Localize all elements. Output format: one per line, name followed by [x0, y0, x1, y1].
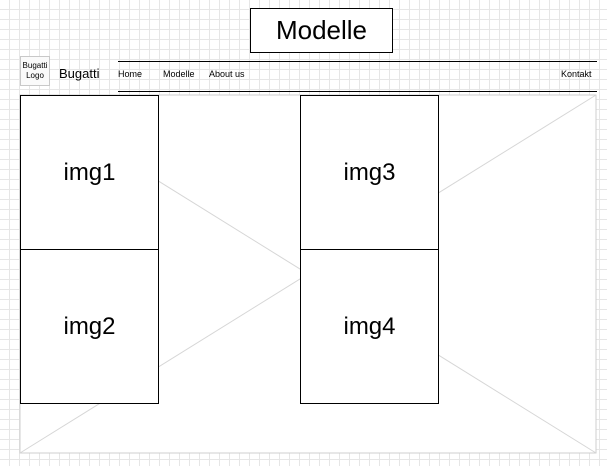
logo[interactable]: Bugatti Logo: [20, 56, 50, 86]
brand-name[interactable]: Bugatti: [59, 66, 100, 81]
nav-top-rule: [118, 61, 597, 62]
nav-item-about-us[interactable]: About us: [209, 69, 245, 79]
image-placeholder-2[interactable]: img2: [20, 249, 159, 404]
image-placeholder-1[interactable]: img1: [20, 95, 159, 250]
nav-item-modelle[interactable]: Modelle: [163, 69, 195, 79]
nav-item-kontakt[interactable]: Kontakt: [561, 69, 592, 79]
page-title: Modelle: [250, 8, 393, 53]
image-placeholder-3[interactable]: img3: [300, 95, 439, 250]
nav-item-home[interactable]: Home: [118, 69, 143, 79]
nav-bottom-rule: [118, 91, 597, 92]
image-placeholder-4[interactable]: img4: [300, 249, 439, 404]
